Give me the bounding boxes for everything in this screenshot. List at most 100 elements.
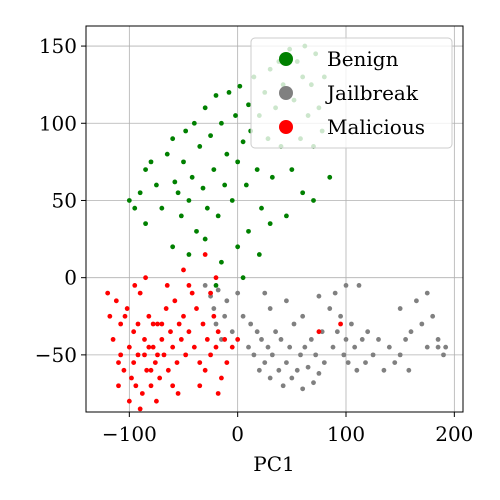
data-point [131, 360, 137, 365]
data-point [316, 371, 322, 376]
data-point [183, 352, 189, 358]
data-point [332, 290, 338, 296]
data-point [300, 313, 306, 319]
y-tick-label: −50 [35, 343, 77, 367]
data-point [219, 259, 224, 265]
data-point [110, 337, 116, 342]
data-point [183, 128, 189, 134]
data-point [164, 282, 170, 288]
data-point [235, 159, 241, 165]
legend-marker-jailbreak [279, 86, 293, 100]
data-point [165, 367, 171, 373]
data-point [222, 337, 228, 342]
data-point [280, 383, 286, 389]
data-point [137, 406, 143, 412]
data-point [269, 352, 275, 358]
data-point [146, 313, 152, 319]
data-point [334, 329, 340, 335]
x-tick-label: 200 [435, 422, 473, 446]
data-point [202, 236, 208, 242]
data-point [161, 352, 167, 358]
data-point [148, 367, 154, 373]
data-point [267, 221, 273, 227]
data-point [338, 321, 343, 327]
data-point [215, 391, 221, 396]
legend-label-malicious: Malicious [327, 115, 425, 139]
data-point [235, 244, 241, 250]
data-point [154, 182, 159, 188]
data-point [259, 205, 264, 211]
data-point [116, 383, 121, 389]
data-point [208, 133, 213, 139]
data-point [107, 313, 113, 319]
data-point [126, 344, 132, 350]
data-point [443, 344, 449, 350]
y-tick-label: 0 [64, 266, 77, 290]
data-point [174, 360, 180, 365]
data-point [338, 313, 343, 319]
data-point [150, 321, 156, 327]
data-point [284, 298, 289, 304]
data-point [376, 337, 381, 342]
series-jailbreak [202, 282, 449, 392]
data-point [302, 344, 308, 350]
data-point [240, 275, 246, 281]
data-point [132, 205, 138, 211]
data-point [213, 321, 219, 327]
data-point [133, 383, 139, 389]
legend-marker-malicious [279, 120, 293, 134]
data-point [386, 344, 392, 350]
data-point [235, 337, 241, 342]
data-point [143, 221, 148, 227]
data-point [126, 398, 132, 404]
legend-box [250, 37, 453, 149]
data-point [343, 337, 349, 342]
data-point [154, 398, 159, 404]
data-point [219, 120, 224, 126]
axis-ticks: −100 0 100 200 −50 0 50 100 150 [35, 34, 474, 446]
data-point [327, 174, 333, 180]
legend-label-jailbreak: Jailbreak [325, 81, 419, 105]
data-point [148, 383, 154, 389]
data-points [105, 43, 449, 412]
legend: Benign Jailbreak Malicious [250, 37, 453, 149]
data-point [144, 367, 150, 373]
data-point [381, 367, 387, 373]
data-point [200, 185, 206, 191]
data-point [229, 198, 235, 203]
data-point [159, 321, 165, 327]
data-point [159, 205, 165, 211]
data-point [289, 167, 295, 172]
data-point [139, 391, 145, 396]
data-point [131, 329, 137, 335]
data-point [408, 329, 414, 335]
data-point [135, 321, 141, 327]
data-point [168, 329, 173, 335]
data-point [157, 375, 163, 381]
y-tick-label: 100 [39, 111, 77, 135]
data-point [269, 174, 275, 180]
data-point [170, 344, 176, 350]
x-tick-label: 0 [231, 422, 244, 446]
data-point [330, 344, 336, 350]
data-point [403, 337, 408, 342]
data-point [246, 344, 251, 350]
x-tick-label: 100 [327, 422, 365, 446]
data-point [178, 213, 184, 219]
data-point [186, 282, 192, 288]
data-point [424, 290, 430, 296]
data-point [222, 182, 228, 188]
data-point [124, 306, 130, 311]
data-point [341, 352, 347, 358]
data-point [251, 352, 257, 358]
data-point [300, 386, 306, 392]
data-point [135, 352, 141, 358]
data-point [406, 367, 412, 373]
data-point [163, 306, 169, 311]
data-point [213, 275, 219, 281]
data-point [224, 360, 230, 365]
data-point [213, 282, 219, 288]
y-tick-label: 150 [39, 34, 77, 58]
data-point [246, 228, 251, 234]
data-point [356, 282, 362, 288]
